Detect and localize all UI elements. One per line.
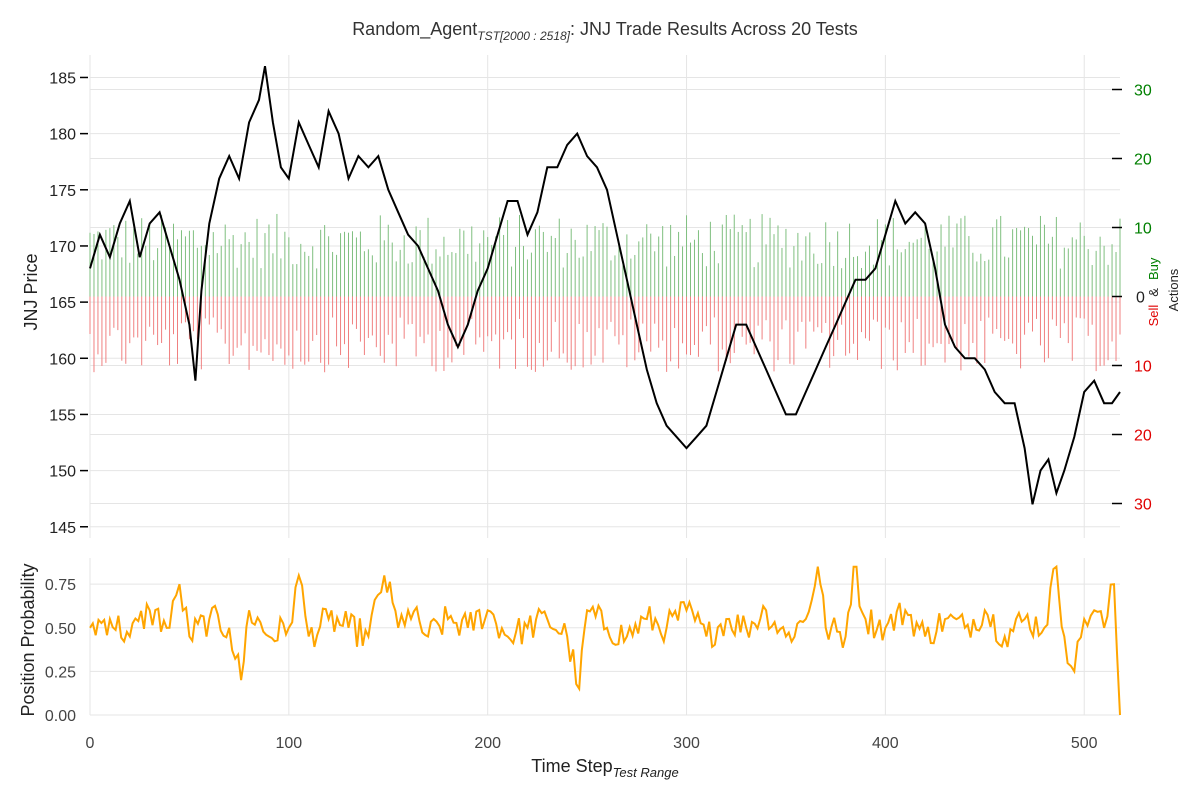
probability-tick-label: 0.00 — [45, 708, 76, 725]
price-tick-label: 160 — [49, 351, 76, 368]
price-line — [89, 66, 1121, 505]
title-subscript: TST[2000 : 2518] — [477, 29, 570, 43]
price-tick-label: 150 — [49, 464, 76, 481]
actions-axis-label-sell-buy: Sell & Buy — [1146, 257, 1161, 326]
sell-label: Sell — [1146, 305, 1161, 327]
probability-tick-label: 0.75 — [45, 577, 76, 594]
buy-tick-label: 10 — [1134, 221, 1152, 238]
price-tick-label: 180 — [49, 127, 76, 144]
buy-tick-label: 30 — [1134, 83, 1152, 100]
price-axis-label: JNJ Price — [21, 253, 41, 330]
price-tick-label: 185 — [49, 70, 76, 87]
time-tick-label: 500 — [1071, 735, 1098, 752]
title-rest: : JNJ Trade Results Across 20 Tests — [570, 19, 858, 39]
probability-gridlines — [89, 558, 1120, 716]
buy-tick-label: 20 — [1134, 152, 1152, 169]
price-tick-label: 145 — [49, 520, 76, 537]
time-tick-label: 100 — [275, 735, 302, 752]
probability-panel: 0.00 0.25 0.50 0.75 0 100 200 300 400 500 Positi… — [18, 558, 1121, 780]
probability-axis-label: Position Probability — [18, 563, 38, 716]
actions-axis-label: Actions — [1166, 268, 1181, 311]
actions-axis-ticks: 30 20 10 0 10 20 30 — [1112, 83, 1152, 514]
buy-label: Buy — [1146, 257, 1161, 280]
probability-line — [89, 564, 1121, 716]
sell-tick-label: 20 — [1134, 428, 1152, 445]
price-tick-label: 170 — [49, 239, 76, 256]
time-tick-label: 300 — [673, 735, 700, 752]
time-tick-label: 0 — [86, 735, 95, 752]
probability-tick-label: 0.50 — [45, 621, 76, 638]
time-tick-label: 200 — [474, 735, 501, 752]
time-axis-ticks: 0 100 200 300 400 500 — [86, 735, 1098, 752]
price-gridlines — [89, 55, 1120, 538]
price-tick-label: 175 — [49, 183, 76, 200]
time-axis-label-sub: Test Range — [613, 765, 679, 780]
ampersand-label: & — [1146, 288, 1161, 297]
price-axis-ticks: 145 150 155 160 165 170 175 180 185 — [49, 70, 88, 537]
probability-axis-ticks: 0.00 0.25 0.50 0.75 — [45, 577, 76, 725]
time-tick-label: 400 — [872, 735, 899, 752]
price-tick-label: 165 — [49, 295, 76, 312]
probability-tick-label: 0.25 — [45, 664, 76, 681]
title-main: Random_Agent — [352, 19, 477, 40]
price-tick-label: 155 — [49, 407, 76, 424]
zero-tick-label: 0 — [1136, 290, 1145, 307]
time-axis-label-main: Time Step — [531, 756, 612, 776]
time-axis-label: Time StepTest Range — [531, 756, 678, 780]
sell-tick-label: 10 — [1134, 359, 1152, 376]
action-bars — [89, 213, 1121, 373]
sell-tick-label: 30 — [1134, 497, 1152, 514]
chart-title: Random_AgentTST[2000 : 2518]: JNJ Trade … — [352, 19, 858, 43]
